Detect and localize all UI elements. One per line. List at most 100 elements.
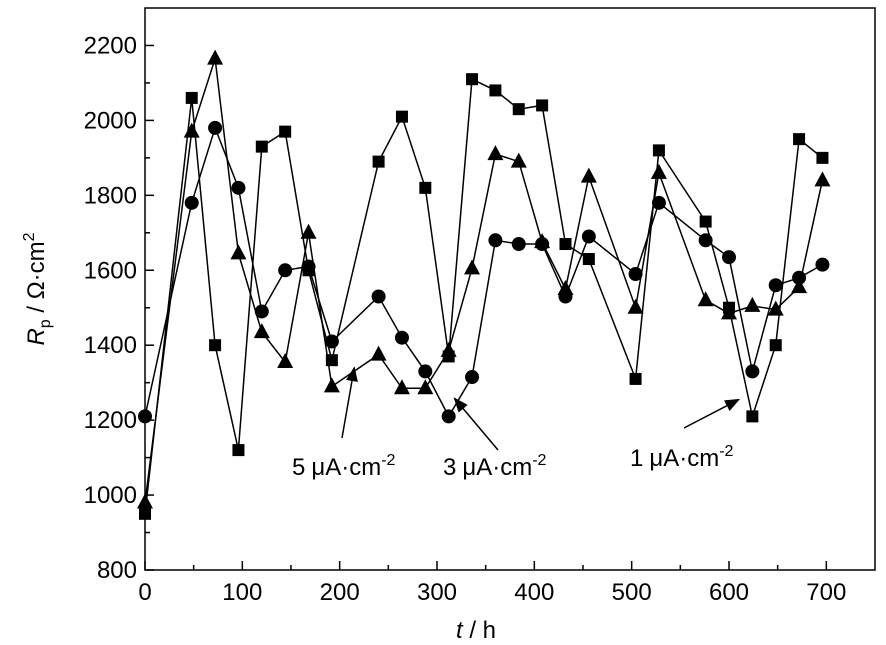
data-point-circle [628, 267, 643, 282]
y-tick-label: 1200 [84, 407, 137, 434]
y-tick-label: 1000 [84, 482, 137, 509]
y-axis-var: R [23, 328, 50, 345]
x-tick-label: 100 [222, 579, 262, 606]
data-point-circle [324, 334, 339, 349]
data-point-square [746, 410, 759, 423]
y-axis-title: Rp / Ω·cm2 [21, 232, 54, 345]
data-point-square [559, 238, 572, 251]
data-point-circle [231, 180, 246, 195]
data-point-triangle [650, 163, 667, 179]
data-point-triangle [417, 379, 434, 395]
data-point-circle [278, 263, 293, 278]
data-point-triangle [487, 145, 504, 161]
data-point-square [629, 372, 642, 385]
data-point-triangle [767, 300, 784, 316]
data-point-triangle [557, 280, 574, 295]
data-point-circle [301, 259, 316, 274]
x-axis-var: t [456, 617, 464, 644]
data-point-triangle [230, 244, 247, 260]
data-point-triangle [323, 377, 340, 393]
data-point-square [793, 133, 806, 146]
data-point-circle [581, 229, 596, 244]
data-point-triangle [253, 323, 270, 339]
annotation-arrow [453, 397, 499, 451]
data-point-square [582, 253, 595, 266]
data-point-circle [371, 289, 386, 304]
data-point-triangle [744, 296, 761, 312]
data-point-square [232, 444, 245, 457]
data-point-triangle [207, 49, 224, 65]
series-circle [138, 120, 830, 424]
data-point-triangle [510, 152, 527, 168]
data-point-square [139, 507, 151, 520]
x-tick-label: 200 [320, 579, 360, 606]
data-point-triangle [277, 353, 294, 369]
data-point-square [466, 73, 479, 86]
x-axis-unit: / h [463, 617, 496, 644]
data-point-square [395, 110, 408, 123]
annotation-1-sup: -2 [719, 443, 733, 460]
annotation-3-value: 3 [443, 454, 456, 481]
data-point-square [419, 181, 432, 194]
x-tick-label: 400 [514, 579, 554, 606]
data-point-square [769, 339, 782, 352]
annotation-1-unit: μA·cm [649, 445, 719, 472]
data-point-square [185, 91, 198, 104]
data-point-circle [184, 195, 199, 210]
x-tick-label: 600 [709, 579, 749, 606]
annotation-5-unit: μA·cm [311, 454, 381, 481]
data-point-circle [254, 304, 269, 319]
annotation-arrow [341, 366, 358, 439]
y-tick-label: 1800 [84, 182, 137, 209]
data-point-square [489, 84, 502, 97]
annotation-3-unit: μA·cm [462, 454, 532, 481]
data-point-triangle [464, 259, 481, 275]
y-tick-label: 2000 [84, 107, 137, 134]
data-point-triangle [721, 304, 737, 320]
annotation-arrow [683, 398, 741, 429]
tick-labels: 0 100 200 300 400 500 600 700 800 1000 1200 1400 160… [84, 32, 847, 606]
data-point-triangle [580, 167, 597, 183]
data-point-triangle [627, 298, 644, 314]
data-point-square [255, 140, 268, 153]
data-point-triangle [137, 493, 153, 509]
data-point-circle [488, 233, 503, 248]
plot-frame [144, 7, 876, 571]
data-point-square [699, 215, 712, 228]
data-point-circle [722, 250, 736, 265]
data-point-triangle [791, 278, 808, 294]
annotation-5: 5 μA·cm-2 [292, 452, 396, 481]
series-line-circle [144, 125, 823, 418]
y-axis-sup: 2 [21, 232, 38, 241]
data-point-triangle [534, 233, 551, 249]
series-triangle [137, 49, 831, 509]
annotation-3-sup: -2 [532, 452, 546, 469]
y-axis-unit: / Ω·cm [23, 241, 50, 319]
data-point-circle [815, 257, 830, 272]
data-point-circle [465, 370, 480, 385]
x-tick-label: 0 [138, 579, 151, 606]
annotation-1: 1 μA·cm-2 [630, 443, 734, 472]
annotation-5-value: 5 [292, 454, 305, 481]
data-point-triangle [697, 291, 714, 307]
data-point-triangle [814, 171, 831, 187]
data-point-square [652, 144, 665, 157]
annotation-layer [341, 366, 741, 451]
data-point-square [512, 103, 525, 116]
data-point-circle [651, 195, 666, 210]
y-tick-label: 2200 [84, 32, 137, 59]
x-tick-label: 500 [612, 579, 652, 606]
data-point-square [279, 125, 292, 138]
annotation-1-value: 1 [630, 445, 643, 472]
data-point-triangle [183, 122, 200, 138]
annotation-3: 3 μA·cm-2 [443, 452, 547, 481]
x-tick-label: 700 [806, 579, 846, 606]
data-point-square [209, 339, 222, 352]
data-point-triangle [440, 341, 457, 357]
data-point-circle [138, 409, 152, 424]
data-point-square [536, 99, 549, 112]
y-axis-sub: p [37, 319, 54, 328]
x-axis-title: t / h [456, 617, 496, 644]
data-point-circle [418, 364, 433, 379]
